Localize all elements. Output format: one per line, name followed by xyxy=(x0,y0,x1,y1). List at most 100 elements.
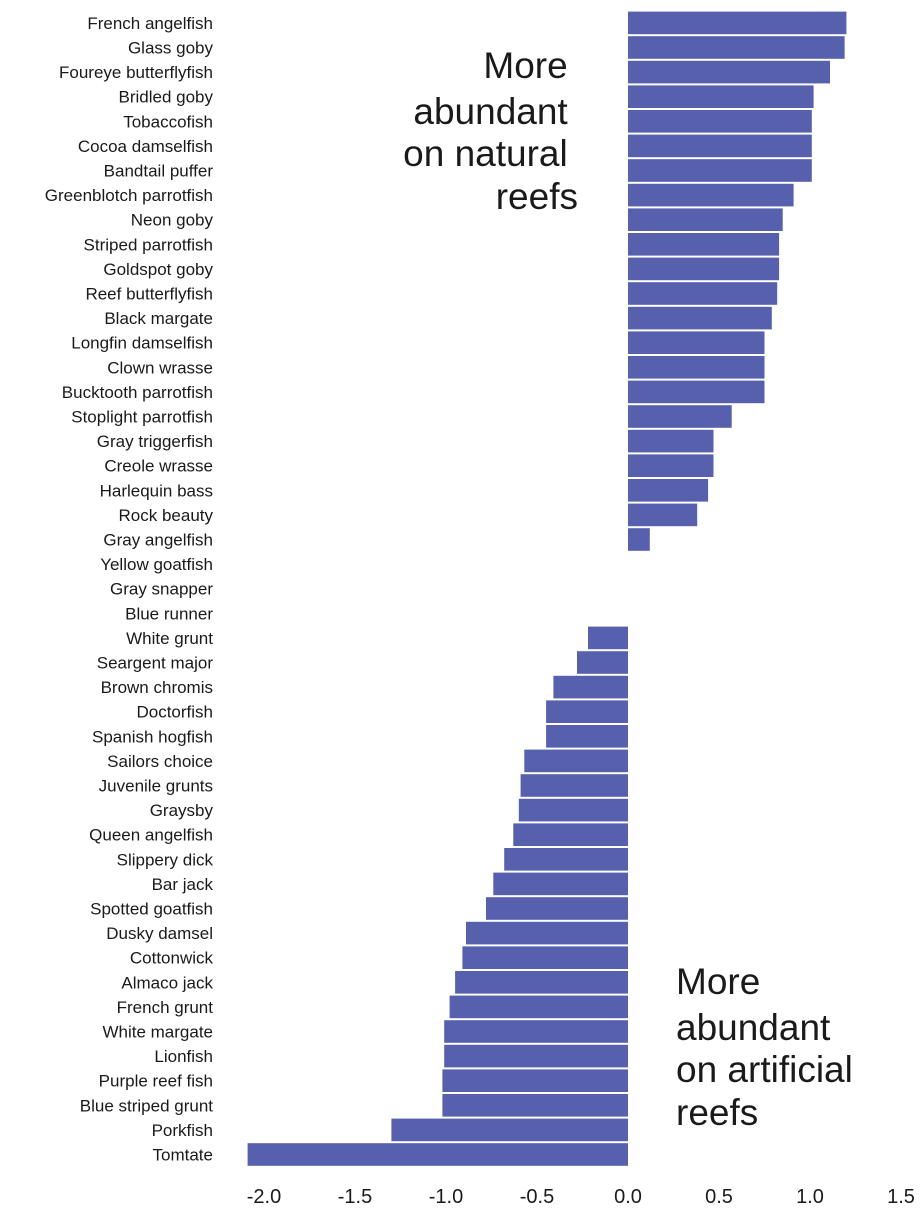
category-label-purple-reef-fish: Purple reef fish xyxy=(99,1072,213,1091)
category-label-foureye-butterflyfish: Foureye butterflyfish xyxy=(59,63,213,82)
bar-juvenile-grunts xyxy=(520,774,628,797)
category-label-brown-chromis: Brown chromis xyxy=(101,678,213,697)
bar-stoplight-parrotfish xyxy=(628,405,732,428)
bar-brown-chromis xyxy=(553,675,628,699)
category-label-striped-parrotfish: Striped parrotfish xyxy=(84,235,213,254)
annotation-natural: More abundant on natural reefs xyxy=(403,45,578,217)
bar-neon-goby xyxy=(628,208,783,231)
category-label-spanish-hogfish: Spanish hogfish xyxy=(92,727,213,746)
category-label-rock-beauty: Rock beauty xyxy=(119,506,214,525)
bar-lionfish xyxy=(444,1044,628,1068)
bar-bucktooth-parrotfish xyxy=(628,380,765,404)
bar-french-angelfish xyxy=(628,11,847,35)
category-label-gray-triggerfish: Gray triggerfish xyxy=(97,432,213,451)
category-label-dusky-damsel: Dusky damsel xyxy=(106,924,213,943)
annotation-artificial-line-1: More xyxy=(676,961,760,1002)
x-tick-label: -2.0 xyxy=(247,1186,281,1208)
category-label-neon-goby: Neon goby xyxy=(131,211,214,230)
bar-white-grunt xyxy=(588,626,628,650)
bar-gray-triggerfish xyxy=(628,429,714,453)
category-labels: French angelfish Glass goby Foureye butter… xyxy=(45,14,214,1165)
category-label-queen-angelfish: Queen angelfish xyxy=(89,826,213,845)
category-label-bucktooth-parrotfish: Bucktooth parrotfish xyxy=(62,383,213,402)
category-label-blue-runner: Blue runner xyxy=(125,604,213,623)
bar-greenblotch-parrotfish xyxy=(628,183,794,207)
category-label-graysby: Graysby xyxy=(150,801,214,820)
annotation-natural-line-4: reefs xyxy=(496,176,578,217)
category-label-sailors-choice: Sailors choice xyxy=(107,752,213,771)
bar-purple-reef-fish xyxy=(442,1069,628,1092)
bar-foureye-butterflyfish xyxy=(628,60,830,84)
bar-seargent-major xyxy=(577,651,628,674)
bar-longfin-damselfish xyxy=(628,331,765,354)
bar-sailors-choice xyxy=(524,749,628,773)
bar-porkfish xyxy=(391,1118,628,1142)
category-label-white-margate: White margate xyxy=(102,1023,213,1042)
category-label-clown-wrasse: Clown wrasse xyxy=(107,358,213,377)
bar-creole-wrasse xyxy=(628,454,714,477)
category-label-yellow-goatfish: Yellow goatfish xyxy=(100,555,213,574)
category-label-greenblotch-parrotfish: Greenblotch parrotfish xyxy=(45,186,213,205)
category-label-reef-butterflyfish: Reef butterflyfish xyxy=(85,285,213,304)
bar-black-margate xyxy=(628,306,772,330)
bar-gray-angelfish xyxy=(628,528,650,551)
category-label-longfin-damselfish: Longfin damselfish xyxy=(71,334,213,353)
category-label-goldspot-goby: Goldspot goby xyxy=(103,260,213,279)
bar-spotted-goatfish xyxy=(486,897,628,920)
bar-spanish-hogfish xyxy=(546,725,628,748)
x-tick-label: -1.0 xyxy=(429,1186,463,1208)
category-label-juvenile-grunts: Juvenile grunts xyxy=(99,777,213,796)
annotation-artificial: More abundant on artificial reefs xyxy=(676,961,863,1133)
category-label-gray-angelfish: Gray angelfish xyxy=(103,531,213,550)
bar-glass-goby xyxy=(628,36,845,59)
bar-slippery-dick xyxy=(504,848,628,871)
bar-blue-striped-grunt xyxy=(442,1094,628,1117)
bar-white-margate xyxy=(444,1020,628,1043)
category-label-harlequin-bass: Harlequin bass xyxy=(100,481,213,500)
bar-striped-parrotfish xyxy=(628,233,780,256)
bar-doctorfish xyxy=(546,700,628,723)
x-tick-label: 1.0 xyxy=(796,1186,824,1208)
category-label-black-margate: Black margate xyxy=(104,309,213,328)
category-label-stoplight-parrotfish: Stoplight parrotfish xyxy=(71,408,213,427)
category-label-cottonwick: Cottonwick xyxy=(130,949,214,968)
x-tick-label: 1.5 xyxy=(887,1186,915,1208)
bar-queen-angelfish xyxy=(513,823,628,846)
category-label-almaco-jack: Almaco jack xyxy=(121,973,213,992)
bar-rock-beauty xyxy=(628,503,698,527)
category-label-bar-jack: Bar jack xyxy=(152,875,214,894)
x-tick-label: 0.5 xyxy=(705,1186,733,1208)
bars-group xyxy=(247,11,847,1166)
bar-cocoa-damselfish xyxy=(628,134,812,158)
category-label-french-grunt: French grunt xyxy=(117,998,214,1017)
category-label-white-grunt: White grunt xyxy=(126,629,213,648)
bar-clown-wrasse xyxy=(628,356,765,379)
category-label-gray-snapper: Gray snapper xyxy=(110,580,213,599)
category-label-tomtate: Tomtate xyxy=(153,1146,213,1165)
bar-goldspot-goby xyxy=(628,257,780,281)
bar-french-grunt xyxy=(449,995,628,1019)
bar-bridled-goby xyxy=(628,85,814,108)
bar-tobaccofish xyxy=(628,110,812,133)
annotation-artificial-line-4: reefs xyxy=(676,1092,758,1133)
category-label-cocoa-damselfish: Cocoa damselfish xyxy=(78,137,213,156)
x-tick-label: -0.5 xyxy=(520,1186,554,1208)
category-label-glass-goby: Glass goby xyxy=(128,39,214,58)
category-label-doctorfish: Doctorfish xyxy=(136,703,213,722)
category-label-tobaccofish: Tobaccofish xyxy=(123,112,213,131)
bar-tomtate xyxy=(247,1143,628,1166)
bar-harlequin-bass xyxy=(628,479,709,502)
category-label-french-angelfish: French angelfish xyxy=(87,14,213,33)
category-label-lionfish: Lionfish xyxy=(154,1047,213,1066)
annotation-artificial-line-3: on artificial xyxy=(676,1049,853,1090)
bar-reef-butterflyfish xyxy=(628,282,778,305)
category-label-slippery-dick: Slippery dick xyxy=(117,850,214,869)
category-label-seargent-major: Seargent major xyxy=(97,654,214,673)
annotation-artificial-line-2: abundant xyxy=(676,1007,831,1048)
annotation-natural-line-2: abundant xyxy=(413,91,568,132)
annotation-natural-line-1: More xyxy=(483,45,567,86)
bar-dusky-damsel xyxy=(466,921,628,945)
category-label-bridled-goby: Bridled goby xyxy=(118,88,213,107)
category-label-spotted-goatfish: Spotted goatfish xyxy=(90,900,213,919)
